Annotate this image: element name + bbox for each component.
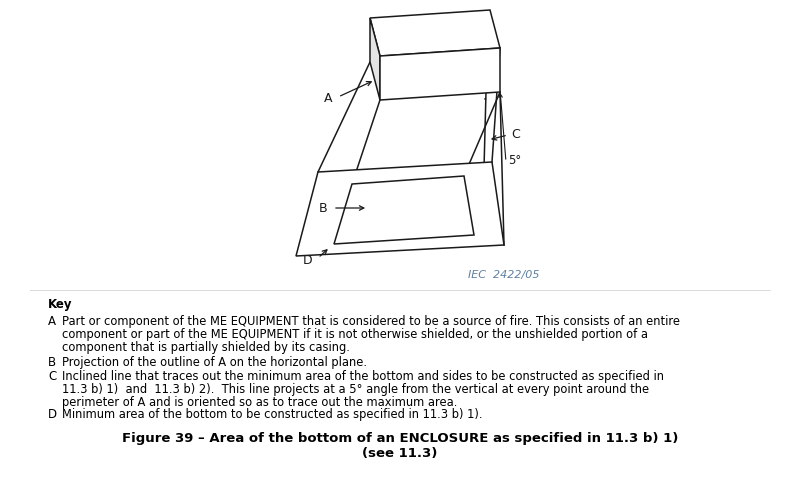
Text: A: A bbox=[48, 315, 56, 328]
Text: D: D bbox=[302, 254, 312, 266]
Text: Minimum area of the bottom to be constructed as specified in 11.3 b) 1).: Minimum area of the bottom to be constru… bbox=[62, 408, 482, 421]
Polygon shape bbox=[334, 176, 474, 244]
Text: A: A bbox=[323, 92, 332, 106]
Text: B: B bbox=[48, 356, 56, 369]
Polygon shape bbox=[370, 18, 380, 100]
Text: Inclined line that traces out the minimum area of the bottom and sides to be con: Inclined line that traces out the minimu… bbox=[62, 370, 664, 383]
Text: Projection of the outline of A on the horizontal plane.: Projection of the outline of A on the ho… bbox=[62, 356, 367, 369]
Text: 5°: 5° bbox=[508, 154, 522, 166]
Polygon shape bbox=[380, 48, 500, 100]
Text: 11.3 b) 1)  and  11.3 b) 2).  This line projects at a 5° angle from the vertical: 11.3 b) 1) and 11.3 b) 2). This line pro… bbox=[62, 383, 649, 396]
Text: IEC  2422/05: IEC 2422/05 bbox=[468, 270, 539, 280]
Text: Part or component of the ME EQUIPMENT that is considered to be a source of fire.: Part or component of the ME EQUIPMENT th… bbox=[62, 315, 680, 328]
Polygon shape bbox=[370, 10, 500, 56]
Text: perimeter of A and is oriented so as to trace out the maximum area.: perimeter of A and is oriented so as to … bbox=[62, 396, 458, 409]
Text: C: C bbox=[48, 370, 56, 383]
Text: C: C bbox=[511, 128, 520, 140]
Text: component or part of the ME EQUIPMENT if it is not otherwise shielded, or the un: component or part of the ME EQUIPMENT if… bbox=[62, 328, 648, 341]
Text: component that is partially shielded by its casing.: component that is partially shielded by … bbox=[62, 341, 350, 354]
Polygon shape bbox=[296, 162, 504, 256]
Text: B: B bbox=[318, 202, 327, 214]
Text: Figure 39 – Area of the bottom of an ENCLOSURE as specified in 11.3 b) 1): Figure 39 – Area of the bottom of an ENC… bbox=[122, 432, 678, 445]
Text: Key: Key bbox=[48, 298, 73, 311]
Text: D: D bbox=[48, 408, 57, 421]
Text: (see 11.3): (see 11.3) bbox=[362, 447, 438, 460]
